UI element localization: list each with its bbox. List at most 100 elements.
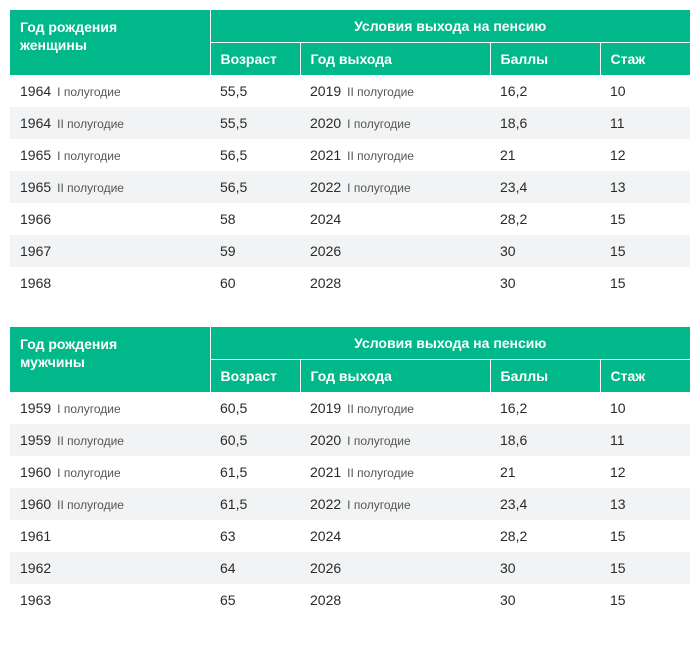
header-stage: Стаж bbox=[600, 360, 690, 393]
birth-year: 1964 bbox=[20, 115, 51, 131]
cell-points: 30 bbox=[490, 267, 600, 299]
cell-birth: 1960 II полугодие bbox=[10, 488, 210, 520]
cell-age: 64 bbox=[210, 552, 300, 584]
header-age: Возраст bbox=[210, 43, 300, 76]
birth-year: 1960 bbox=[20, 496, 51, 512]
cell-birth: 1965I полугодие bbox=[10, 139, 210, 171]
cell-points: 23,4 bbox=[490, 488, 600, 520]
cell-points: 21 bbox=[490, 456, 600, 488]
cell-age: 60,5 bbox=[210, 392, 300, 424]
cell-stage: 10 bbox=[600, 75, 690, 107]
cell-birth: 1962 bbox=[10, 552, 210, 584]
birth-year: 1963 bbox=[20, 592, 51, 608]
cell-birth: 1960I полугодие bbox=[10, 456, 210, 488]
cell-birth: 1966 bbox=[10, 203, 210, 235]
cell-points: 18,6 bbox=[490, 424, 600, 456]
exit-year: 2026 bbox=[310, 243, 341, 259]
header-conditions: Условия выхода на пенсию bbox=[210, 10, 690, 43]
cell-stage: 15 bbox=[600, 267, 690, 299]
cell-stage: 13 bbox=[600, 171, 690, 203]
cell-birth: 1964II полугодие bbox=[10, 107, 210, 139]
birth-year: 1967 bbox=[20, 243, 51, 259]
birth-halfyear: I полугодие bbox=[57, 402, 120, 416]
cell-points: 28,2 bbox=[490, 520, 600, 552]
header-exit: Год выхода bbox=[300, 43, 490, 76]
cell-exit: 2020I полугодие bbox=[300, 424, 490, 456]
cell-stage: 10 bbox=[600, 392, 690, 424]
cell-age: 60,5 bbox=[210, 424, 300, 456]
cell-stage: 12 bbox=[600, 139, 690, 171]
birth-halfyear: II полугодие bbox=[57, 498, 124, 512]
cell-stage: 11 bbox=[600, 107, 690, 139]
cell-age: 61,5 bbox=[210, 488, 300, 520]
exit-year: 2021 bbox=[310, 147, 341, 163]
exit-year: 2022 bbox=[310, 179, 341, 195]
birth-year: 1968 bbox=[20, 275, 51, 291]
table-row: 196658202428,215 bbox=[10, 203, 690, 235]
header-birth-line2: женщины bbox=[20, 37, 87, 53]
table-row: 1959I полугодие60,5 2019 II полугодие 16,21… bbox=[10, 392, 690, 424]
birth-year: 1966 bbox=[20, 211, 51, 227]
cell-exit: 2024 bbox=[300, 520, 490, 552]
exit-year: 2022 bbox=[310, 496, 341, 512]
cell-points: 30 bbox=[490, 235, 600, 267]
header-conditions: Условия выхода на пенсию bbox=[210, 327, 690, 360]
header-points: Баллы bbox=[490, 43, 600, 76]
cell-age: 60 bbox=[210, 267, 300, 299]
cell-age: 63 bbox=[210, 520, 300, 552]
table-row: 1959II полугодие60,52020I полугодие18,61… bbox=[10, 424, 690, 456]
cell-birth: 1968 bbox=[10, 267, 210, 299]
cell-points: 16,2 bbox=[490, 392, 600, 424]
exit-year: 2026 bbox=[310, 560, 341, 576]
table-row: 19675920263015 bbox=[10, 235, 690, 267]
cell-exit: 2020I полугодие bbox=[300, 107, 490, 139]
exit-year: 2020 bbox=[310, 115, 341, 131]
cell-exit: 2026 bbox=[300, 235, 490, 267]
table-row: 1965II полугодие56,52022I полугодие23,41… bbox=[10, 171, 690, 203]
cell-exit: 2021II полугодие bbox=[300, 456, 490, 488]
cell-birth: 1959I полугодие bbox=[10, 392, 210, 424]
cell-stage: 15 bbox=[600, 203, 690, 235]
cell-age: 56,5 bbox=[210, 139, 300, 171]
cell-stage: 11 bbox=[600, 424, 690, 456]
cell-age: 55,5 bbox=[210, 75, 300, 107]
cell-exit: 2026 bbox=[300, 552, 490, 584]
table-row: 19636520283015 bbox=[10, 584, 690, 616]
exit-year: 2028 bbox=[310, 275, 341, 291]
cell-points: 16,2 bbox=[490, 75, 600, 107]
exit-year: 2019 bbox=[310, 83, 341, 99]
cell-stage: 13 bbox=[600, 488, 690, 520]
birth-halfyear: II полугодие bbox=[57, 181, 124, 195]
exit-year: 2024 bbox=[310, 211, 341, 227]
table-row: 196163202428,215 bbox=[10, 520, 690, 552]
exit-halfyear: II полугодие bbox=[347, 85, 414, 99]
cell-stage: 15 bbox=[600, 584, 690, 616]
birth-year: 1960 bbox=[20, 464, 51, 480]
header-birth-line2: мужчины bbox=[20, 354, 85, 370]
cell-exit: 2024 bbox=[300, 203, 490, 235]
exit-halfyear: II полугодие bbox=[347, 402, 414, 416]
cell-stage: 15 bbox=[600, 235, 690, 267]
header-points: Баллы bbox=[490, 360, 600, 393]
table-row: 1968 60 2028 3015 bbox=[10, 267, 690, 299]
exit-year: 2020 bbox=[310, 432, 341, 448]
cell-exit: 2019 II полугодие bbox=[300, 75, 490, 107]
exit-year: 2019 bbox=[310, 400, 341, 416]
table-row: 1960II полугодие61,52022I полугодие23,41… bbox=[10, 488, 690, 520]
cell-birth: 1964I полугодие bbox=[10, 75, 210, 107]
header-age: Возраст bbox=[210, 360, 300, 393]
pension-tables-container: Год рожденияженщиныУсловия выхода на пен… bbox=[10, 10, 690, 616]
cell-age: 61,5 bbox=[210, 456, 300, 488]
cell-stage: 15 bbox=[600, 520, 690, 552]
exit-year: 2024 bbox=[310, 528, 341, 544]
header-stage: Стаж bbox=[600, 43, 690, 76]
cell-exit: 2022 I полугодие bbox=[300, 488, 490, 520]
table-row: 1965I полугодие56,52021II полугодие2112 bbox=[10, 139, 690, 171]
pension-table-women: Год рожденияженщиныУсловия выхода на пен… bbox=[10, 10, 690, 299]
cell-birth: 1967 bbox=[10, 235, 210, 267]
header-birth: Год рожденияженщины bbox=[10, 10, 210, 75]
header-exit: Год выхода bbox=[300, 360, 490, 393]
birth-year: 1965 bbox=[20, 147, 51, 163]
table-row: 19626420263015 bbox=[10, 552, 690, 584]
exit-halfyear: I полугодие bbox=[347, 498, 410, 512]
